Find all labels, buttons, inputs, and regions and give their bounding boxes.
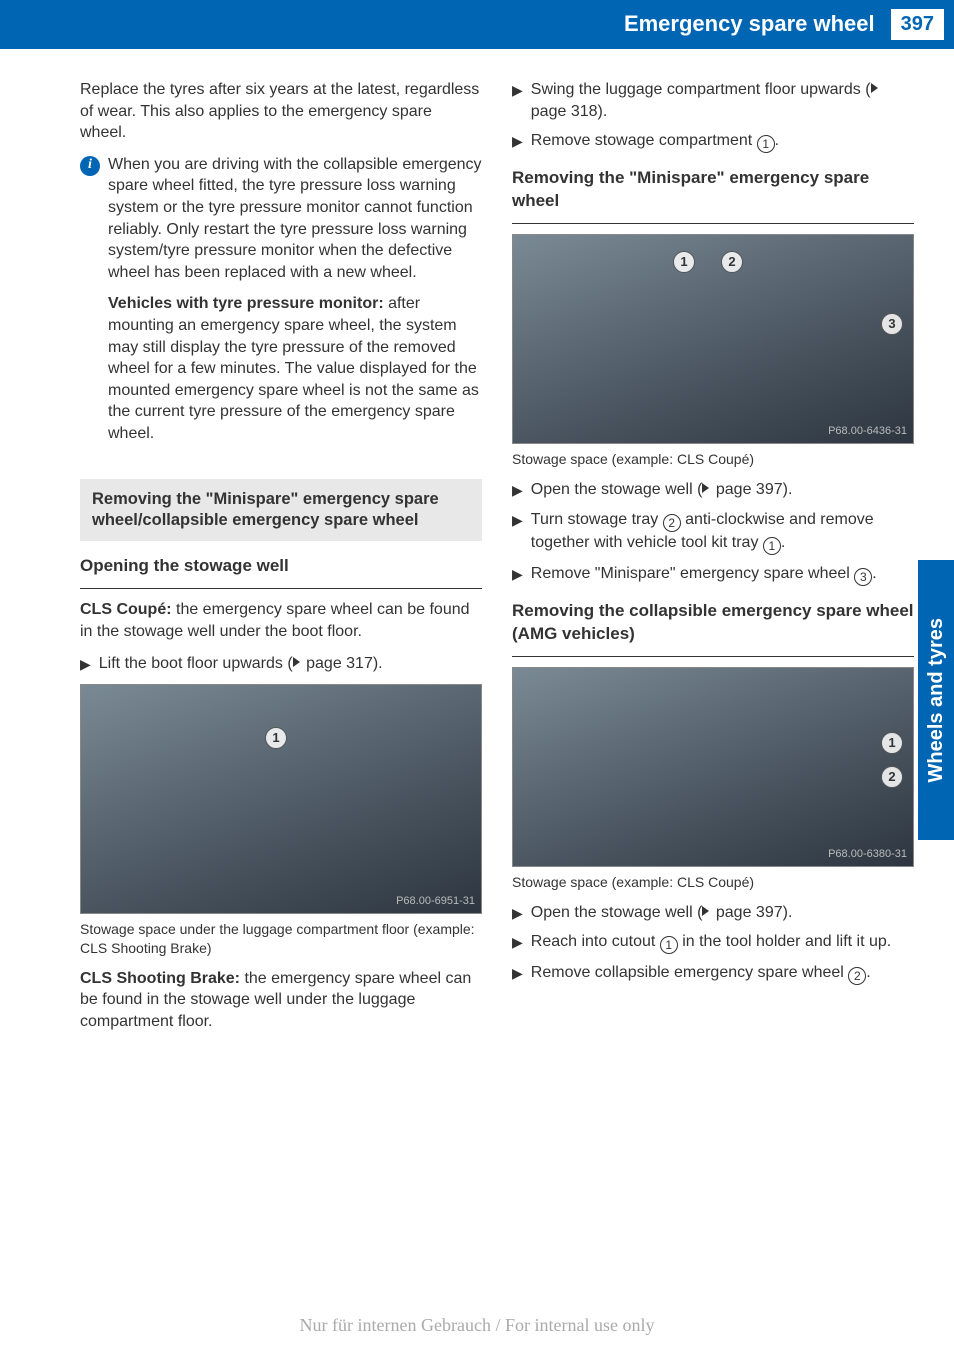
b4a: Turn stowage tray: [531, 511, 663, 528]
callout-1: 1: [265, 727, 287, 749]
b2: Remove stowage compartment: [531, 132, 757, 149]
b1b: page 318).: [531, 103, 608, 120]
section-heading-box: Removing the "Minispare" emergency spare…: [80, 479, 482, 542]
circled-1-icon: 1: [763, 537, 781, 555]
bullet-open-2: ▶ Open the stowage well ( page 397).: [512, 902, 914, 924]
bullet-body: Turn stowage tray 2 anti-clockwise and r…: [531, 509, 914, 555]
sb-bold: CLS Shooting Brake:: [80, 970, 240, 987]
subhead-minispare: Removing the "Minispare" emergency spare…: [512, 167, 914, 217]
image-minispare: 1 2 3 P68.00-6436-31: [512, 234, 914, 444]
sb-text: CLS Shooting Brake: the emergency spare …: [80, 968, 482, 1033]
b7a: Reach into cutout: [531, 933, 660, 950]
arrow-icon: ▶: [512, 904, 523, 924]
bullet-remove-minispare: ▶ Remove "Minispare" emergency spare whe…: [512, 563, 914, 586]
arrow-icon: ▶: [512, 132, 523, 153]
b8: Remove collapsible emergency spare wheel: [531, 964, 849, 981]
header-title: Emergency spare wheel: [624, 11, 875, 37]
info-icon: i: [80, 156, 100, 176]
arrow-icon: ▶: [512, 933, 523, 954]
arrow-icon: ▶: [512, 81, 523, 122]
side-tab: Wheels and tyres: [918, 560, 954, 840]
info-text-2: Vehicles with tyre pressure monitor: aft…: [108, 293, 482, 444]
image-collapsible: 1 2 P68.00-6380-31: [512, 667, 914, 867]
bullet-lift-b: page 317).: [302, 655, 383, 672]
info-body: When you are driving with the collapsibl…: [108, 154, 482, 455]
subhead-rule: [512, 656, 914, 657]
bullet-body: Open the stowage well ( page 397).: [531, 479, 914, 501]
subhead-rule: [512, 223, 914, 224]
bullet-lift-a: Lift the boot floor upwards (: [99, 655, 293, 672]
caption-3: Stowage space (example: CLS Coupé): [512, 873, 914, 892]
subhead-rule: [80, 588, 482, 589]
subhead-opening: Opening the stowage well: [80, 555, 482, 582]
bullet-body: Remove "Minispare" emergency spare wheel…: [531, 563, 914, 586]
triangle-icon: [871, 83, 878, 93]
image-watermark-2: P68.00-6436-31: [828, 424, 907, 439]
callout-1: 1: [881, 732, 903, 754]
page-header: Emergency spare wheel 397: [0, 0, 954, 48]
image-watermark-3: P68.00-6380-31: [828, 847, 907, 862]
image-watermark-1: P68.00-6951-31: [396, 894, 475, 909]
image-stowage-sb: 1 P68.00-6951-31: [80, 684, 482, 914]
b5: Remove "Minispare" emergency spare wheel: [531, 565, 855, 582]
arrow-icon: ▶: [512, 481, 523, 501]
circled-1-icon: 1: [757, 135, 775, 153]
b6a: Open the stowage well (: [531, 904, 703, 921]
info-rest: after mounting an emergency spare wheel,…: [108, 295, 479, 442]
bullet-body: Remove stowage compartment 1.: [531, 130, 914, 153]
circled-3-icon: 3: [854, 568, 872, 586]
intro-text: Replace the tyres after six years at the…: [80, 79, 482, 144]
triangle-icon: [293, 657, 300, 667]
content-columns: Replace the tyres after six years at the…: [0, 49, 954, 1043]
right-column: ▶ Swing the luggage compartment floor up…: [512, 79, 914, 1043]
bullet-remove-stowage: ▶ Remove stowage compartment 1.: [512, 130, 914, 153]
circled-1-icon: 1: [660, 936, 678, 954]
b1a: Swing the luggage compartment floor upwa…: [531, 81, 871, 98]
bullet-body: Open the stowage well ( page 397).: [531, 902, 914, 924]
bullet-body: Reach into cutout 1 in the tool holder a…: [531, 931, 914, 954]
bullet-remove-collapsible: ▶ Remove collapsible emergency spare whe…: [512, 962, 914, 985]
callout-1: 1: [673, 251, 695, 273]
left-column: Replace the tyres after six years at the…: [80, 79, 482, 1043]
circled-2-icon: 2: [663, 514, 681, 532]
callout-2: 2: [721, 251, 743, 273]
coupe-bold: CLS Coupé:: [80, 601, 172, 618]
bullet-open-1: ▶ Open the stowage well ( page 397).: [512, 479, 914, 501]
b3b: page 397).: [711, 481, 792, 498]
bullet-turn-tray: ▶ Turn stowage tray 2 anti-clockwise and…: [512, 509, 914, 555]
info-text-1: When you are driving with the collapsibl…: [108, 154, 482, 284]
b7b: in the tool holder and lift it up.: [678, 933, 891, 950]
arrow-icon: ▶: [512, 964, 523, 985]
bullet-lift: ▶ Lift the boot floor upwards ( page 317…: [80, 653, 482, 675]
side-tab-label: Wheels and tyres: [925, 618, 948, 783]
triangle-icon: [702, 906, 709, 916]
caption-1: Stowage space under the luggage compartm…: [80, 920, 482, 958]
subhead-collapsible: Removing the collapsible emergency spare…: [512, 600, 914, 650]
bullet-swing: ▶ Swing the luggage compartment floor up…: [512, 79, 914, 122]
bullet-cutout: ▶ Reach into cutout 1 in the tool holder…: [512, 931, 914, 954]
callout-3: 3: [881, 313, 903, 335]
footer-watermark: Nur für internen Gebrauch / For internal…: [0, 1315, 954, 1336]
callout-2: 2: [881, 766, 903, 788]
b3a: Open the stowage well (: [531, 481, 703, 498]
arrow-icon: ▶: [512, 511, 523, 555]
bullet-body: Lift the boot floor upwards ( page 317).: [99, 653, 482, 675]
circled-2-icon: 2: [848, 967, 866, 985]
bullet-body: Remove collapsible emergency spare wheel…: [531, 962, 914, 985]
bullet-body: Swing the luggage compartment floor upwa…: [531, 79, 914, 122]
triangle-icon: [702, 483, 709, 493]
info-bold: Vehicles with tyre pressure monitor:: [108, 295, 384, 312]
arrow-icon: ▶: [80, 655, 91, 675]
coupe-text: CLS Coupé: the emergency spare wheel can…: [80, 599, 482, 642]
b6b: page 397).: [711, 904, 792, 921]
page-number: 397: [889, 7, 946, 42]
arrow-icon: ▶: [512, 565, 523, 586]
info-note: i When you are driving with the collapsi…: [80, 154, 482, 455]
caption-2: Stowage space (example: CLS Coupé): [512, 450, 914, 469]
